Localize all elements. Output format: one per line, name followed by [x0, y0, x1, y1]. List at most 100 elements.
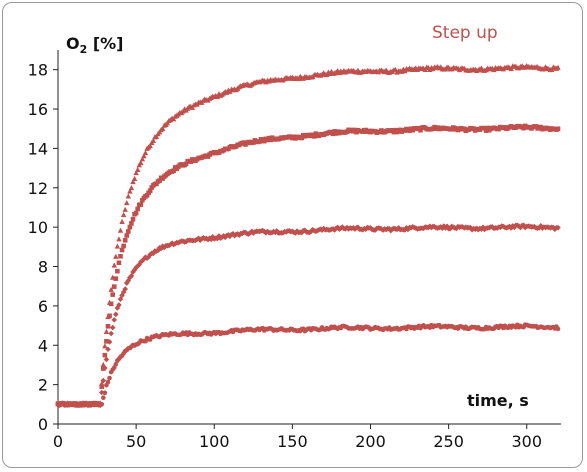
y-ticks: 0 2 4 6 8 10 12 14 16 18 — [28, 61, 58, 434]
step-up-annotation: Step up — [432, 23, 498, 43]
data-point-diamond — [116, 302, 122, 308]
data-point-square — [119, 247, 125, 253]
data-point-triangle — [130, 178, 136, 185]
data-point-diamond — [350, 224, 357, 231]
data-point-diamond — [405, 226, 411, 233]
data-point-circle — [113, 361, 119, 367]
data-point-square — [104, 339, 109, 344]
data-point-diamond — [355, 224, 361, 231]
data-point-diamond — [395, 225, 402, 231]
data-point-square — [555, 126, 561, 132]
data-point-square — [121, 243, 126, 249]
data-point-diamond — [552, 226, 558, 233]
data-point-diamond — [100, 377, 107, 384]
data-point-square — [99, 384, 105, 389]
y-tick-label: 16 — [28, 100, 48, 119]
data-point-triangle — [508, 65, 514, 72]
data-point-triangle — [142, 149, 149, 156]
x-ticks: 0 50 100 150 200 250 300 — [53, 424, 542, 451]
data-point-diamond — [98, 389, 105, 396]
data-point-triangle — [108, 286, 114, 292]
data-point-triangle — [141, 153, 147, 159]
data-point-diamond — [141, 256, 147, 262]
data-point-triangle — [119, 218, 125, 224]
data-point-diamond — [475, 226, 482, 233]
data-point-diamond — [508, 225, 514, 231]
data-point-circle — [101, 395, 106, 401]
axes — [57, 50, 561, 425]
data-point-diamond — [538, 223, 544, 229]
data-point-diamond — [536, 225, 543, 231]
data-point-square — [147, 188, 153, 194]
y-axis-label: O2 [%] — [66, 34, 124, 56]
data-point-circle — [105, 379, 111, 385]
y-tick-label: 2 — [38, 376, 48, 395]
data-point-diamond — [441, 223, 447, 229]
data-point-circle — [99, 401, 105, 407]
x-tick-label: 300 — [511, 432, 542, 451]
data-point-square — [135, 206, 140, 212]
data-point-triangle — [125, 193, 132, 199]
data-point-triangle — [139, 156, 146, 162]
data-point-square — [133, 210, 139, 216]
y-axis-label-main: O — [66, 34, 80, 53]
data-point-diamond — [134, 263, 141, 269]
data-point-diamond — [478, 226, 485, 232]
data-point-square — [299, 135, 305, 141]
data-point-diamond — [102, 365, 108, 371]
data-point-diamond — [555, 224, 561, 231]
data-point-square — [105, 323, 111, 329]
data-point-triangle — [134, 166, 141, 172]
x-tick-label: 150 — [277, 432, 308, 451]
data-point-triangle — [159, 125, 166, 131]
data-point-diamond — [517, 224, 524, 231]
data-point-triangle — [555, 64, 561, 70]
data-point-diamond — [111, 317, 118, 323]
data-point-square — [126, 229, 131, 234]
data-point-diamond — [103, 356, 110, 363]
data-point-square — [111, 284, 117, 289]
data-point-square — [113, 276, 119, 281]
data-point-triangle — [116, 236, 122, 242]
y-tick-label: 12 — [28, 179, 48, 198]
y-axis-label-sub: 2 — [80, 43, 88, 56]
data-point-triangle — [102, 343, 108, 349]
y-tick-label: 8 — [38, 258, 48, 277]
data-point-diamond — [273, 228, 280, 234]
y-axis-label-rest: [%] — [87, 34, 123, 53]
y-tick-label: 18 — [28, 61, 48, 80]
data-point-square — [129, 221, 134, 226]
data-point-square — [108, 301, 114, 307]
x-tick-label: 100 — [199, 432, 230, 451]
data-point-triangle — [133, 169, 139, 176]
data-point-triangle — [117, 227, 124, 233]
data-point-diamond — [127, 274, 133, 281]
data-point-square — [144, 192, 150, 198]
data-point-diamond — [105, 346, 111, 353]
data-point-square — [330, 131, 336, 137]
data-point-diamond — [363, 226, 369, 233]
data-point-triangle — [122, 206, 128, 212]
data-point-triangle — [113, 253, 119, 259]
data-point-square — [183, 161, 189, 167]
data-point-square — [140, 197, 145, 203]
data-point-triangle — [128, 184, 135, 191]
data-point-diamond — [113, 311, 119, 318]
data-point-triangle — [124, 199, 130, 206]
data-point-triangle — [153, 133, 160, 140]
data-point-square — [482, 125, 487, 131]
y-tick-label: 14 — [28, 139, 48, 158]
data-point-triangle — [150, 137, 157, 144]
x-tick-label: 250 — [433, 432, 464, 451]
data-point-diamond — [320, 225, 327, 232]
data-point-square — [127, 224, 133, 230]
data-point-diamond — [511, 224, 518, 231]
data-points — [55, 63, 561, 409]
y-tick-label: 6 — [38, 297, 48, 316]
data-point-square — [110, 292, 115, 297]
data-point-diamond — [106, 339, 113, 345]
data-point-triangle — [131, 175, 138, 181]
data-point-square — [418, 127, 423, 133]
data-point-square — [102, 352, 108, 358]
